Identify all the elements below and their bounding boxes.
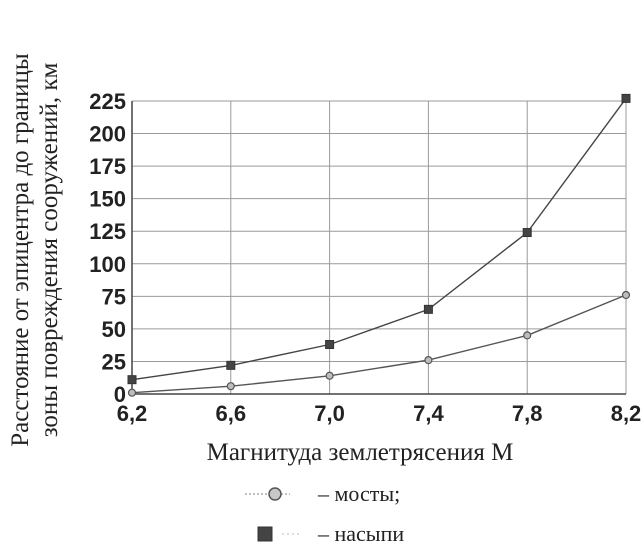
legend-label-embankments: – насыпи (317, 521, 404, 546)
y-tick-label: 50 (102, 317, 126, 342)
y-tick-label: 125 (89, 219, 126, 244)
y-axis-title-line-2: зоны повреждения сооружений, км (36, 63, 63, 438)
legend-item-embankments: – насыпи (257, 521, 404, 546)
data-point-bridges (127, 388, 137, 397)
y-tick-label: 175 (89, 154, 126, 179)
grid (131, 100, 627, 395)
y-tick-labels: 0 25 50 75 100 125 150 175 200 225 (89, 89, 126, 407)
data-point-bridges (621, 290, 631, 300)
data-point-bridges (523, 331, 532, 340)
y-axis-title-line-1: Расстояние от эпицентра до границы (7, 53, 34, 447)
data-point-embankments (325, 340, 335, 350)
data-point-embankments (127, 375, 137, 385)
data-point-embankments (621, 93, 631, 103)
legend-marker-bridges (268, 487, 282, 501)
data-point-embankments (423, 304, 433, 314)
legend: – мосты; – насыпи (245, 481, 404, 546)
data-point-bridges (226, 382, 235, 391)
x-tick-label: 7,4 (413, 401, 444, 426)
data-point-bridges (325, 371, 334, 380)
data-point-bridges (424, 356, 433, 365)
axes (131, 101, 626, 395)
data-point-embankments (522, 228, 532, 238)
x-tick-labels: 6,2 6,6 7,0 7,4 7,8 8,2 (117, 401, 642, 426)
y-tick-label: 0 (114, 382, 126, 407)
legend-marker-embankments (257, 526, 273, 542)
data-point-embankments (226, 360, 236, 370)
x-tick-label: 8,2 (611, 401, 642, 426)
series-markers (127, 93, 631, 397)
series-line-bridges (131, 294, 627, 394)
x-tick-label: 7,0 (314, 401, 345, 426)
x-tick-label: 6,6 (216, 401, 247, 426)
y-tick-label: 75 (102, 284, 126, 309)
y-tick-label: 100 (89, 252, 126, 277)
x-tick-label: 6,2 (117, 401, 148, 426)
y-tick-label: 200 (89, 122, 126, 147)
series-line-embankments (131, 97, 627, 381)
y-tick-label: 150 (89, 187, 126, 212)
legend-label-bridges: – мосты; (317, 481, 400, 506)
x-tick-label: 7,8 (512, 401, 543, 426)
series-lines (131, 97, 627, 394)
x-axis-title: Магнитуда землетрясения М (207, 439, 514, 466)
legend-item-bridges: – мосты; (245, 481, 400, 506)
y-tick-label: 25 (102, 349, 126, 374)
y-tick-label: 225 (89, 89, 126, 114)
